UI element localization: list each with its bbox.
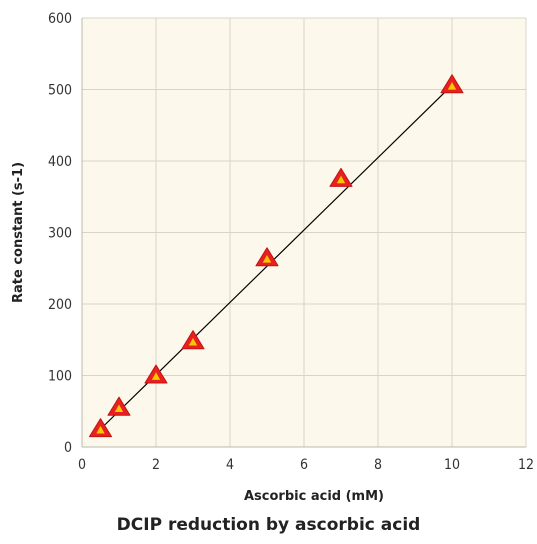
x-tick-label: 8 — [374, 457, 382, 473]
y-tick-label: 100 — [48, 369, 72, 385]
x-tick-labels: 0 2 4 6 8 10 12 — [78, 457, 534, 473]
triangle-marker-inner — [188, 337, 198, 346]
data-point — [440, 74, 464, 94]
data-point — [329, 167, 353, 187]
y-tick-label: 200 — [48, 297, 72, 313]
data-point — [107, 396, 131, 416]
x-tick-label: 4 — [226, 457, 234, 473]
data-point — [181, 330, 205, 350]
y-tick-label: 0 — [64, 440, 72, 456]
x-tick-label: 6 — [300, 457, 308, 473]
y-tick-label: 600 — [48, 11, 72, 27]
chart-title: DCIP reduction by ascorbic acid — [116, 515, 421, 535]
triangle-marker-inner — [151, 372, 161, 380]
triangle-marker-inner — [262, 255, 272, 263]
x-tick-label: 2 — [152, 457, 160, 473]
x-tick-label: 0 — [78, 457, 86, 473]
data-points — [88, 74, 464, 438]
x-axis-label: Ascorbic acid (mM) — [244, 489, 384, 504]
triangle-marker-inner — [447, 82, 457, 90]
data-point — [88, 418, 113, 438]
triangle-marker-inner — [336, 175, 346, 184]
y-tick-label: 400 — [48, 154, 72, 170]
triangle-marker-inner — [114, 404, 124, 413]
y-tick-label: 500 — [48, 83, 72, 99]
axes — [81, 18, 526, 448]
y-tick-label: 300 — [48, 226, 72, 242]
triangle-marker-inner — [96, 425, 105, 434]
scatter-chart: 0 2 4 6 8 10 12 0 100 200 300 400 500 600 Ascorbic a… — [11, 11, 534, 504]
data-point — [255, 247, 279, 267]
data-point — [144, 364, 168, 384]
x-tick-label: 10 — [444, 457, 460, 473]
y-axis-label: Rate constant (s-1) — [11, 162, 26, 303]
x-tick-label: 12 — [518, 457, 534, 473]
y-tick-labels: 0 100 200 300 400 500 600 — [48, 11, 72, 456]
